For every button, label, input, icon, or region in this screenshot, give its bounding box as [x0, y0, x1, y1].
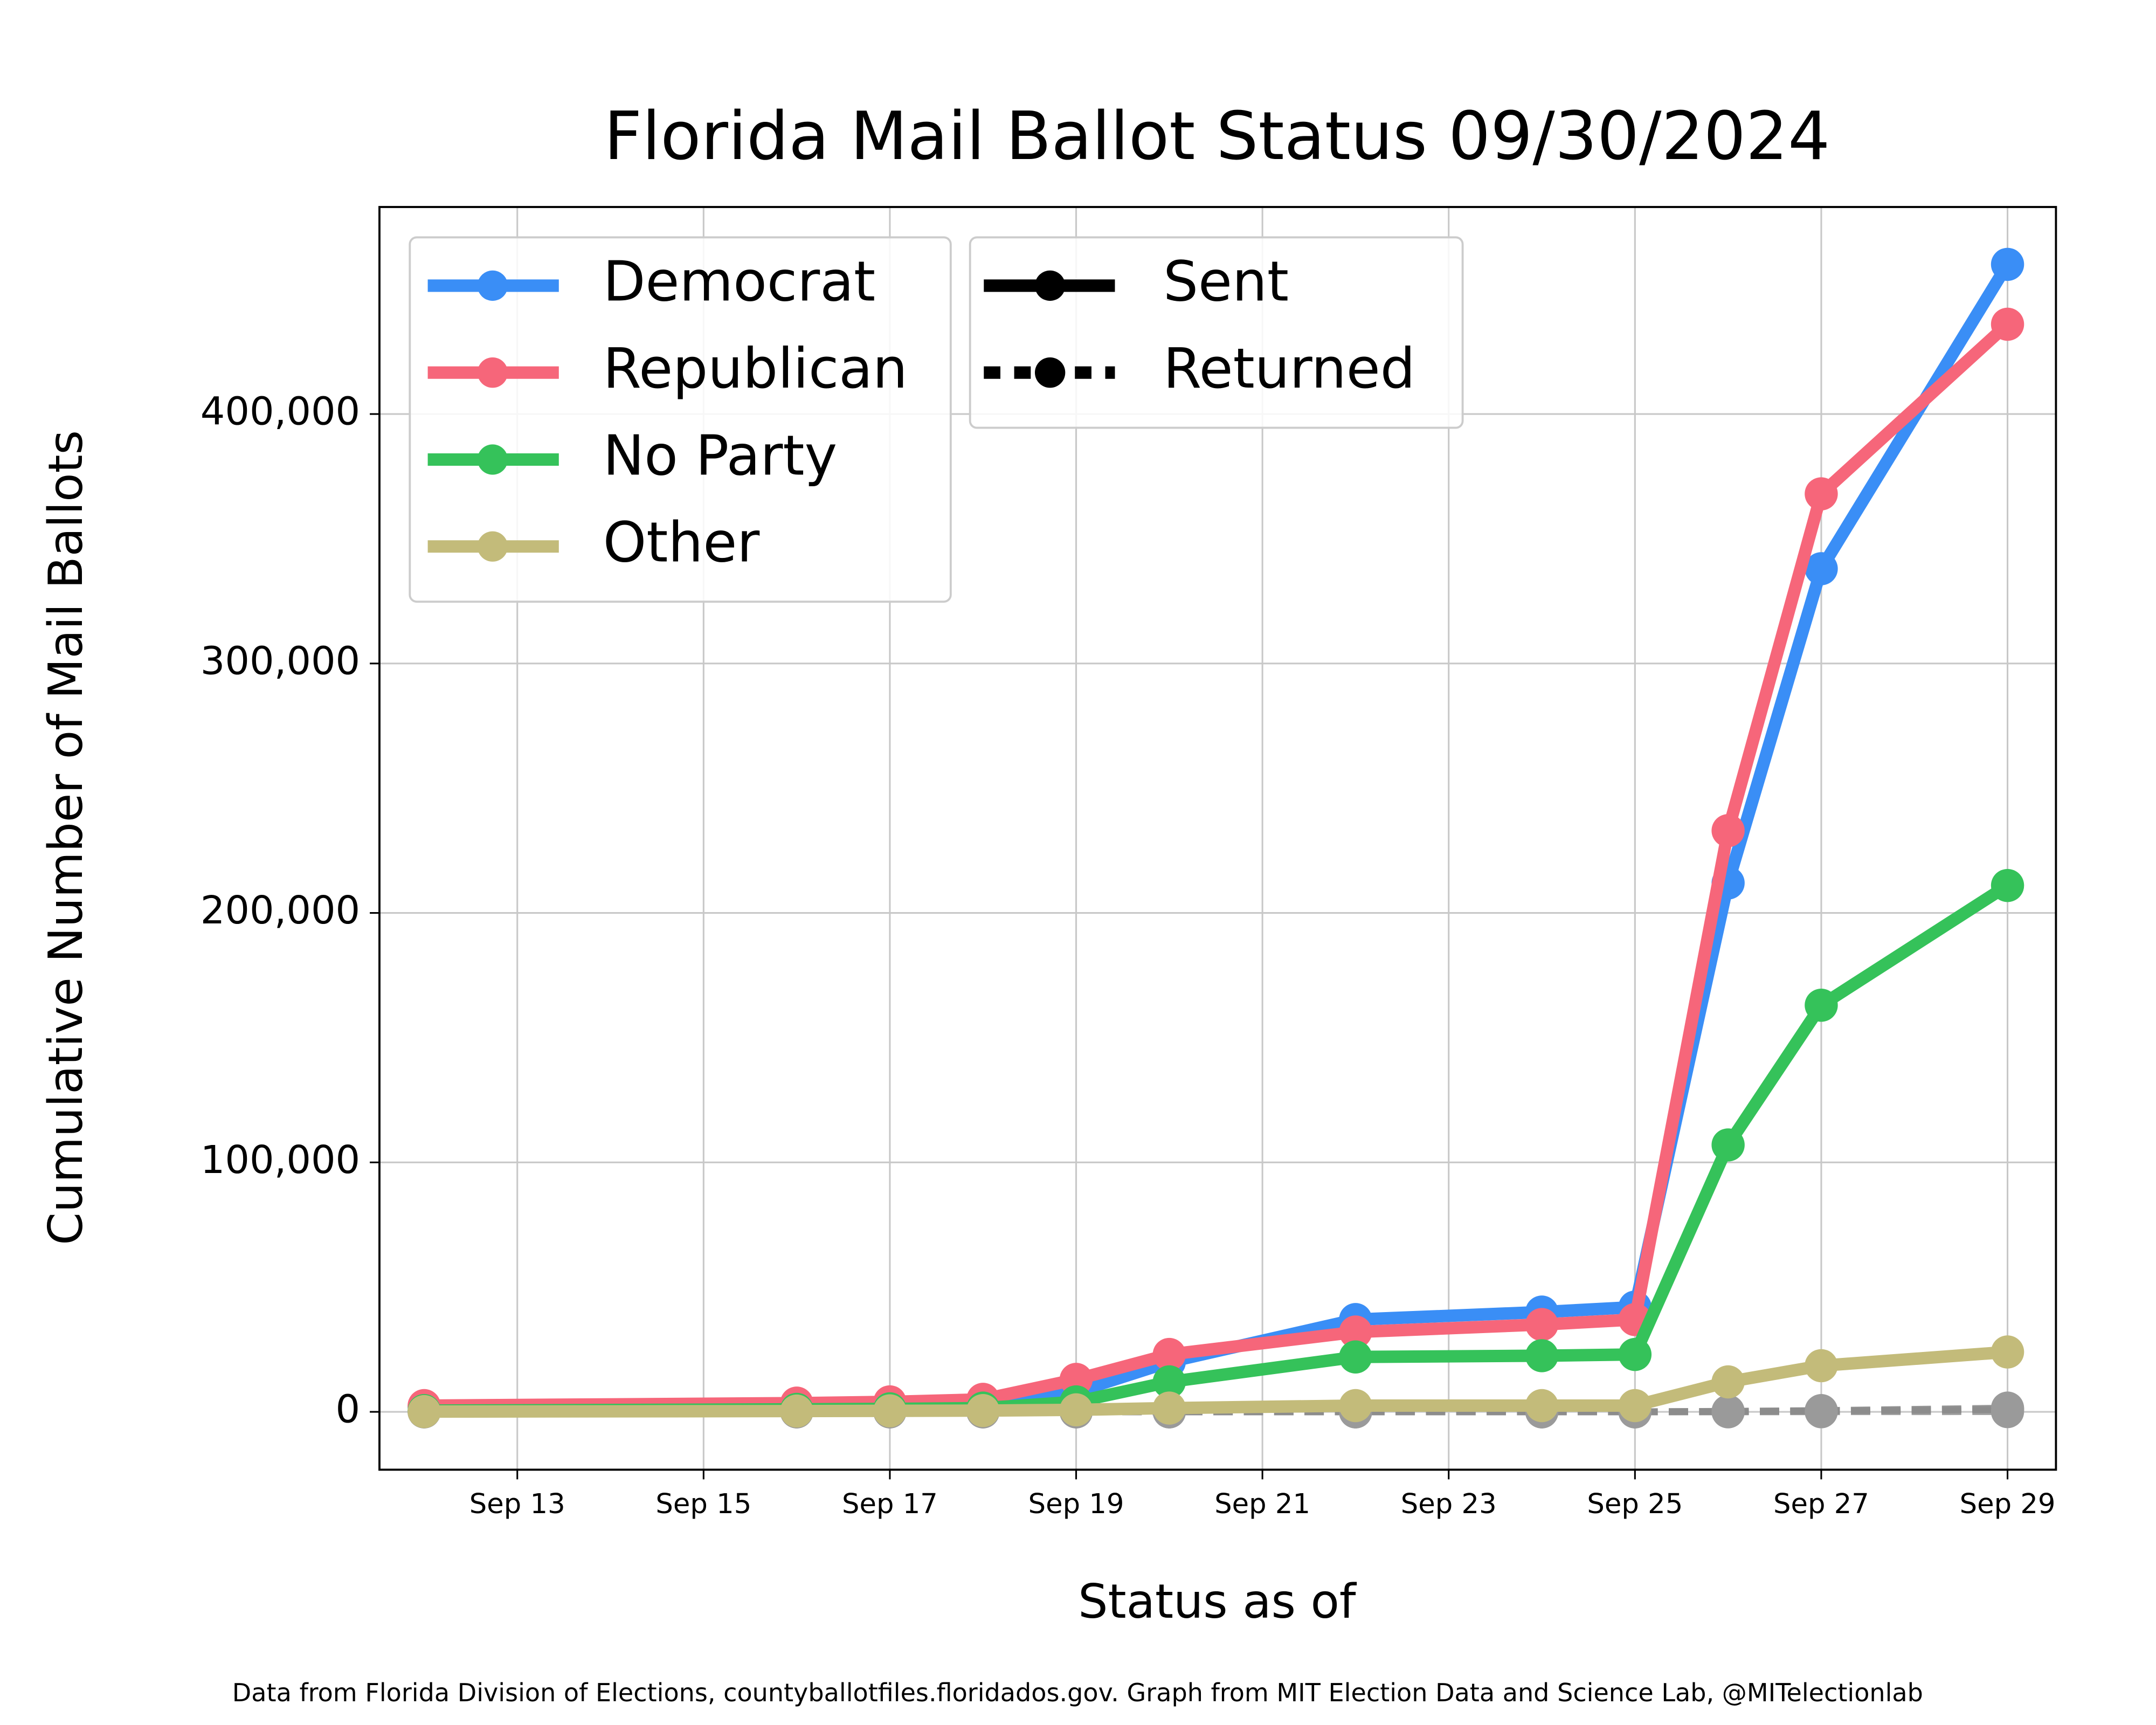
legend-marker	[477, 357, 508, 388]
x-axis-label: Status as of	[1078, 1574, 1357, 1629]
y-tick-label: 400,000	[201, 389, 360, 434]
legend-box	[409, 236, 952, 603]
y-tick-label: 300,000	[201, 638, 360, 683]
sent-marker	[1805, 552, 1838, 585]
y-tick-label: 200,000	[201, 887, 360, 933]
sent-marker	[1711, 1128, 1745, 1162]
y-tick-label: 100,000	[201, 1137, 360, 1182]
sent-marker	[1991, 868, 2024, 902]
legend-label: Republican	[603, 337, 908, 401]
x-tick-label: Sep 21	[1214, 1488, 1310, 1520]
legend-marker	[1035, 357, 1066, 388]
legend-marker	[1035, 270, 1066, 301]
sent-marker	[1991, 247, 2024, 281]
chart-title: Florida Mail Ballot Status 09/30/2024	[604, 98, 1830, 175]
returned-marker	[1711, 1395, 1745, 1429]
sent-marker	[1711, 1365, 1745, 1399]
sent-marker	[780, 1394, 813, 1428]
sent-marker	[1711, 814, 1745, 847]
legend-label: Returned	[1163, 337, 1415, 401]
sent-marker	[1525, 1339, 1559, 1372]
sent-marker	[1991, 1335, 2024, 1369]
legend-label: Other	[603, 511, 761, 575]
x-tick-label: Sep 27	[1773, 1488, 1869, 1520]
sent-marker	[1805, 989, 1838, 1022]
sent-marker	[966, 1394, 1000, 1427]
sent-marker	[873, 1394, 907, 1427]
returned-marker	[1805, 1395, 1838, 1429]
x-tick-label: Sep 17	[842, 1488, 938, 1520]
sent-marker	[1525, 1308, 1559, 1341]
sent-marker	[1525, 1389, 1559, 1423]
sent-marker	[1152, 1365, 1186, 1399]
x-tick-label: Sep 23	[1401, 1488, 1497, 1520]
source-note: Data from Florida Division of Elections,…	[232, 1678, 1923, 1707]
sent-marker	[407, 1395, 441, 1429]
sent-marker	[1805, 1349, 1838, 1383]
x-tick-label: Sep 29	[1960, 1488, 2056, 1520]
plot-frame	[378, 206, 2057, 1471]
y-tick-label: 0	[336, 1386, 361, 1432]
legend-marker	[477, 270, 508, 301]
sent-marker	[1059, 1393, 1093, 1427]
x-tick-label: Sep 25	[1587, 1488, 1683, 1520]
legend-marker	[477, 531, 508, 562]
sent-marker	[1152, 1337, 1186, 1371]
x-tick-label: Sep 13	[469, 1488, 565, 1520]
legend-label: Sent	[1163, 250, 1289, 314]
x-tick-label: Sep 15	[655, 1488, 751, 1520]
x-tick-label: Sep 19	[1028, 1488, 1124, 1520]
legend-marker	[477, 444, 508, 475]
sent-marker	[1805, 477, 1838, 510]
sent-marker	[1991, 307, 2024, 341]
y-axis-label: Cumulative Number of Mail Ballots	[38, 430, 93, 1245]
legend-label: Democrat	[603, 250, 875, 314]
sent-marker	[1618, 1337, 1652, 1371]
legend-label: No Party	[603, 424, 837, 488]
sent-marker	[1618, 1389, 1652, 1423]
sent-marker	[1339, 1389, 1372, 1423]
sent-marker	[1339, 1340, 1372, 1374]
returned-marker	[1991, 1395, 2024, 1429]
sent-marker	[1339, 1315, 1372, 1349]
sent-marker	[1152, 1391, 1186, 1425]
